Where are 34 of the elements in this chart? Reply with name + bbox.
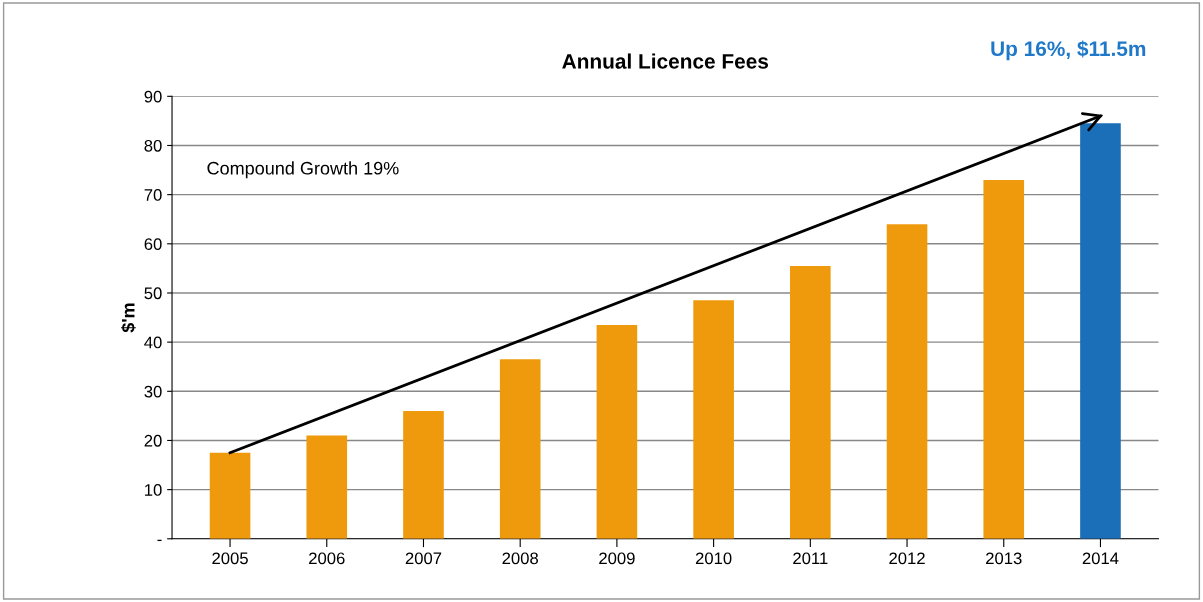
x-tick-label: 2013	[986, 552, 1022, 565]
y-tick-label: 70	[144, 189, 162, 201]
x-tick-label: 2008	[502, 552, 539, 565]
y-tick-label: 30	[144, 385, 162, 398]
x-tick-label: 2007	[405, 552, 442, 565]
y-axis-title: $'m	[121, 303, 136, 333]
chart-title: Annual Licence Fees	[562, 53, 769, 69]
x-tick-label: 2014	[1082, 552, 1119, 565]
x-tick-label: 2005	[212, 552, 248, 565]
x-tick-label: 2010	[695, 552, 732, 565]
x-tick-label: 2012	[889, 552, 925, 565]
bar	[306, 435, 348, 539]
y-tick-label: 60	[144, 238, 162, 251]
y-tick-label: -	[157, 539, 162, 542]
y-tick-label: 80	[144, 139, 162, 152]
y-tick-label: 20	[144, 434, 162, 447]
y-tick-label: 50	[144, 287, 162, 300]
y-tick-label: 40	[144, 336, 162, 349]
bar	[596, 324, 638, 539]
bar	[693, 300, 734, 539]
bar	[790, 265, 831, 539]
y-tick-label: 10	[145, 484, 162, 496]
bar	[209, 452, 251, 539]
bar	[886, 224, 928, 539]
bar	[983, 179, 1025, 539]
text: Up 16%, $11.5m	[991, 40, 1146, 61]
annotation: Compound Growth 19%	[207, 161, 399, 179]
x-tick-label: 2006	[309, 552, 345, 565]
bar	[1080, 123, 1121, 539]
x-tick-label: 2009	[599, 552, 635, 565]
bar	[403, 410, 444, 539]
y-tick-label: 90	[144, 90, 162, 103]
x-tick-label: 2011	[793, 552, 828, 565]
bar	[499, 359, 541, 539]
